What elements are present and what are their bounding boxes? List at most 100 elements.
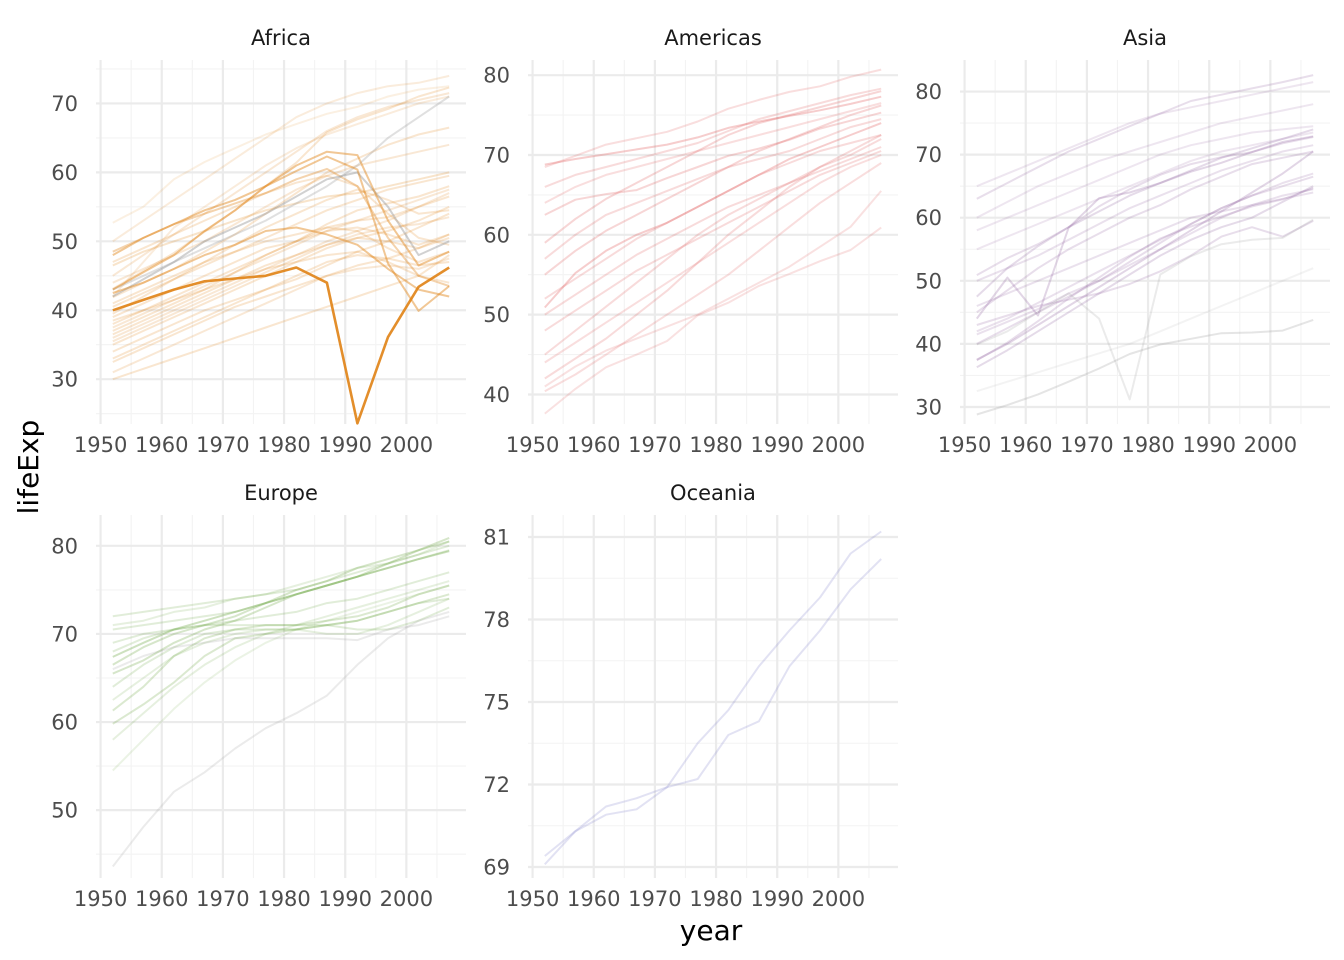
y-tick-label: 70: [483, 143, 510, 167]
series-line-africa: [112, 254, 450, 360]
series-line-africa: [112, 233, 450, 363]
series-line-africa: [112, 126, 450, 299]
x-tick-label: 2000: [812, 433, 865, 457]
series-line-africa: [112, 185, 450, 332]
series-line-americas: [544, 190, 882, 388]
series-line-americas: [544, 104, 882, 276]
y-tick-label: 40: [51, 299, 78, 323]
y-tick-label: 70: [915, 143, 942, 167]
panel-europe: 1950 1960 1970 1980 1990 2000 50 60 70 80 Europe: [51, 481, 466, 911]
series-line-asia: [976, 136, 1314, 276]
x-axis-title: year: [680, 914, 743, 947]
series-line-asia: [976, 74, 1314, 200]
series-line-africa: [112, 205, 450, 346]
x-tick-label: 1990: [750, 433, 803, 457]
series-line-europe: [112, 540, 450, 666]
facet-title-europe: Europe: [244, 481, 318, 505]
x-tick-label: 1980: [257, 887, 310, 911]
series-line-africa: [112, 250, 450, 322]
x-tick-label: 1950: [506, 433, 559, 457]
series-line-asia: [976, 103, 1314, 219]
series-line-africa: [112, 226, 450, 305]
series-line-americas: [544, 111, 882, 216]
x-tick-label: 1960: [999, 433, 1052, 457]
y-tick-label: 60: [483, 223, 510, 247]
series-line-europe: [112, 544, 450, 618]
series-line-americas: [544, 102, 882, 204]
series-line-europe: [112, 550, 450, 658]
series-line-asia: [976, 150, 1314, 314]
series-line-africa: [112, 192, 450, 339]
series-line-asia: [976, 267, 1314, 393]
series-line-europe: [112, 540, 450, 627]
x-tick-label: 2000: [380, 433, 433, 457]
series-line-europe: [112, 597, 450, 688]
series-line-africa: [112, 216, 450, 343]
x-tick-label: 1970: [628, 887, 681, 911]
y-tick-label: 75: [483, 691, 510, 715]
x-tick-label: 1950: [938, 433, 991, 457]
y-tick-label: 60: [51, 711, 78, 735]
series-line-africa: [112, 226, 450, 298]
series-line-europe: [112, 571, 450, 653]
series-line-europe: [112, 549, 450, 631]
series-line-europe: [112, 597, 450, 701]
series-line-oceania: [544, 558, 882, 857]
series-line-africa: [112, 92, 450, 277]
series-line-americas: [544, 154, 882, 364]
series-line-americas: [544, 90, 882, 244]
series-line-africa: [112, 171, 450, 298]
y-tick-label: 81: [483, 526, 510, 550]
series-line-asia: [976, 218, 1314, 401]
x-tick-label: 1970: [1060, 433, 1113, 457]
series-line-americas: [544, 226, 882, 415]
x-tick-label: 1970: [196, 887, 249, 911]
y-tick-label: 72: [483, 773, 510, 797]
y-tick-label: 60: [915, 206, 942, 230]
series-line-asia: [975, 135, 1314, 320]
series-line-americas: [544, 87, 882, 188]
x-tick-label: 1950: [74, 887, 127, 911]
series-line-asia: [976, 128, 1314, 298]
y-tick-label: 70: [51, 92, 78, 116]
series-line-africa: [112, 174, 450, 308]
series-line-asia: [976, 185, 1314, 369]
series-line-africa: [112, 212, 450, 353]
series-line-asia: [976, 188, 1314, 336]
series-line-europe: [112, 615, 450, 671]
series-line-asia: [976, 144, 1314, 282]
x-tick-label: 1980: [257, 433, 310, 457]
series-line-asia: [976, 125, 1314, 232]
x-tick-label: 1960: [567, 433, 620, 457]
x-tick-label: 2000: [1244, 433, 1297, 457]
series-line-europe: [112, 584, 450, 712]
series-line-asia: [976, 131, 1314, 251]
x-tick-label: 1990: [318, 887, 371, 911]
x-tick-label: 1990: [750, 887, 803, 911]
series-line-africa: [112, 155, 450, 312]
y-tick-label: 50: [915, 269, 942, 293]
y-tick-label: 30: [51, 368, 78, 392]
series-line-africa: [112, 86, 450, 290]
x-tick-label: 1980: [689, 433, 742, 457]
series-line-europe: [112, 536, 450, 675]
series-line-americas: [544, 134, 882, 300]
facet-title-oceania: Oceania: [670, 481, 756, 505]
panel-asia: 1950 1960 1970 1980 1990 2000 30 40 50 60 70 80 Asia: [915, 26, 1330, 457]
x-tick-label: 2000: [812, 887, 865, 911]
x-tick-label: 1950: [506, 887, 559, 911]
series-line-americas: [544, 146, 882, 316]
x-tick-label: 1960: [135, 433, 188, 457]
series-line-americas: [544, 95, 882, 166]
x-tick-label: 1990: [318, 433, 371, 457]
y-tick-label: 40: [483, 383, 510, 407]
series-line-americas: [544, 122, 882, 309]
series-line-europe: [112, 584, 450, 772]
series-line-europe: [112, 610, 450, 868]
panel-oceania: 1950 1960 1970 1980 1990 2000 69 72 75 78 81 Oceani…: [483, 481, 898, 911]
facet-title-africa: Africa: [251, 26, 311, 50]
series-line-americas: [544, 162, 882, 393]
series-line-asia: [976, 150, 1314, 361]
y-tick-label: 50: [51, 230, 78, 254]
